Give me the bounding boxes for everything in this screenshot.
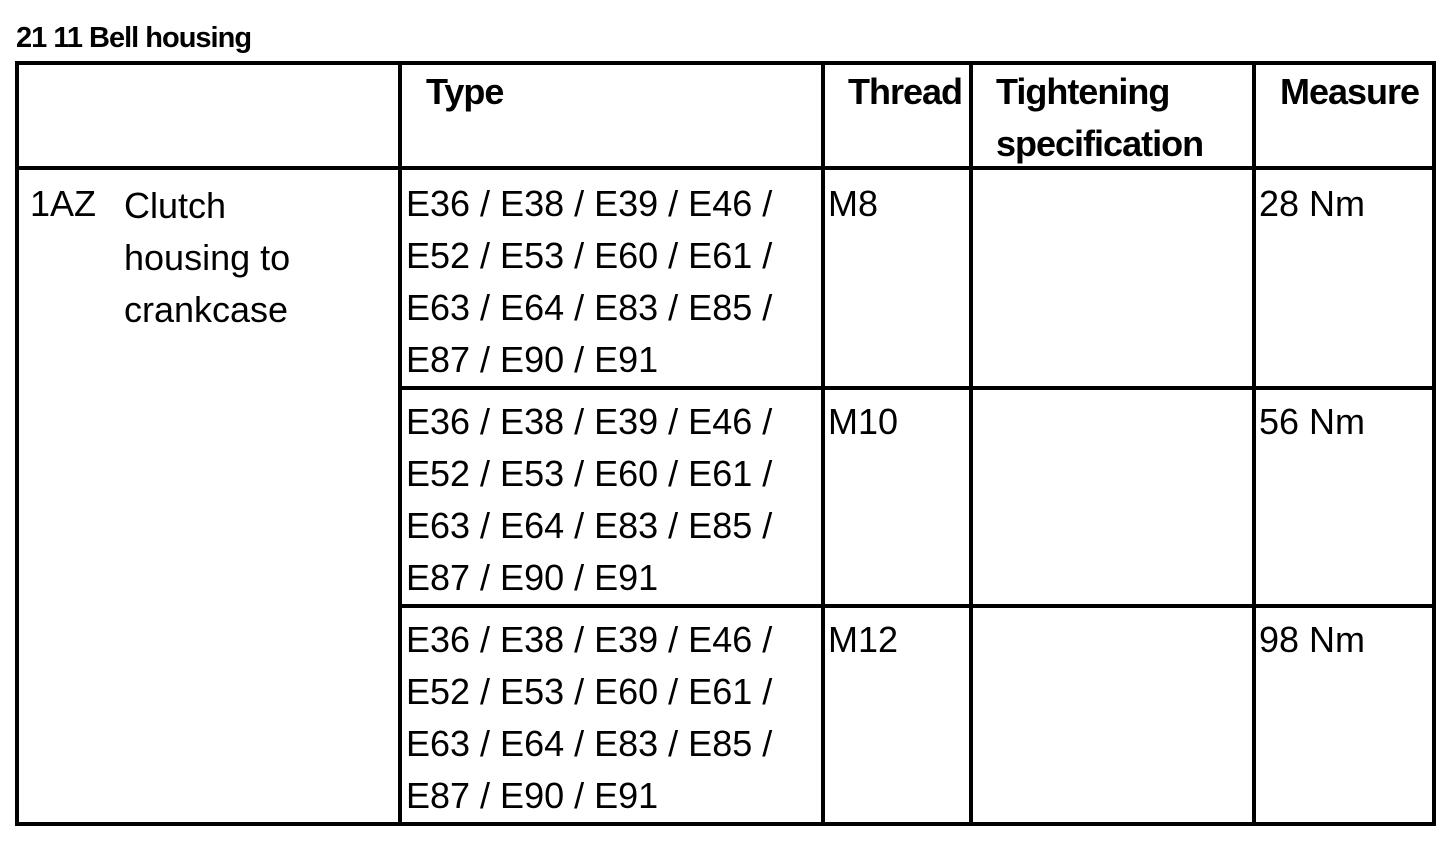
row-measure: 98 Nm (1259, 619, 1366, 660)
row-thread: M12 (828, 619, 899, 660)
header-tightening-spec: Tightening specification (996, 71, 1204, 164)
row-measure: 28 Nm (1259, 183, 1366, 224)
row-measure: 56 Nm (1259, 401, 1366, 442)
header-type: Type (426, 71, 504, 112)
column-divider (1252, 61, 1256, 826)
header-measure: Measure (1280, 71, 1420, 112)
row-type: E36 / E38 / E39 / E46 / E52 / E53 / E60 … (406, 183, 773, 380)
column-divider (969, 61, 973, 826)
row-thread: M10 (828, 401, 899, 442)
header-thread: Thread (848, 71, 963, 112)
row-divider (400, 604, 1436, 608)
table-border (1432, 61, 1436, 826)
row-type: E36 / E38 / E39 / E46 / E52 / E53 / E60 … (406, 401, 773, 598)
row-type: E36 / E38 / E39 / E46 / E52 / E53 / E60 … (406, 619, 773, 816)
item-code: 1AZ (30, 183, 97, 224)
table-border (16, 61, 1436, 65)
header-divider (16, 166, 1436, 170)
row-thread: M8 (828, 183, 879, 224)
table-border (16, 822, 1436, 826)
table-border (15, 61, 19, 826)
column-divider (821, 61, 825, 826)
item-description: Clutch housing to crankcase (124, 185, 291, 330)
column-divider (398, 61, 402, 826)
section-title: 21 11 Bell housing (16, 22, 252, 54)
row-divider (400, 386, 1436, 390)
